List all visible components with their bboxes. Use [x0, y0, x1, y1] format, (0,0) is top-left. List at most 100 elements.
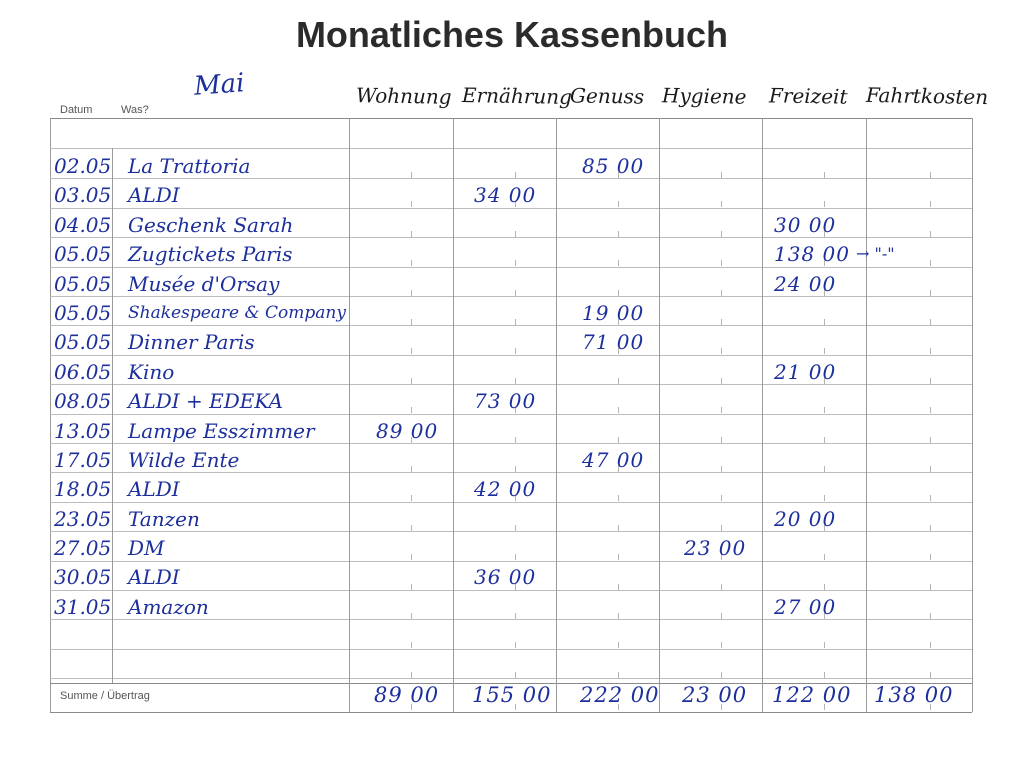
decimal-tick	[411, 704, 412, 710]
entry-amount: 36 00	[474, 565, 537, 590]
entry-date: 05.05	[54, 300, 112, 325]
table-row: 02.05 La Trattoria 85 00	[50, 152, 972, 181]
total-amount: 222 00	[580, 683, 660, 707]
decimal-tick	[411, 348, 412, 354]
decimal-tick	[515, 290, 516, 296]
decimal-tick	[515, 466, 516, 472]
decimal-tick	[824, 525, 825, 531]
decimal-tick	[930, 613, 931, 619]
entry-description: Amazon	[128, 594, 209, 619]
column-divider	[556, 118, 557, 712]
decimal-tick	[721, 201, 722, 207]
row-line	[50, 355, 972, 356]
entry-amount: 20 00	[774, 506, 837, 531]
decimal-tick	[618, 260, 619, 266]
table-row: 17.05 Wilde Ente 47 00	[50, 446, 972, 475]
decimal-tick	[515, 584, 516, 590]
decimal-tick	[721, 642, 722, 648]
column-divider	[349, 118, 350, 712]
entry-amount: 89 00	[376, 418, 439, 443]
decimal-tick	[618, 466, 619, 472]
table-top-border	[50, 118, 972, 119]
decimal-tick	[721, 407, 722, 413]
table-row: 05.05 Shakespeare & Company 19 00	[50, 299, 972, 328]
decimal-tick	[824, 231, 825, 237]
decimal-tick	[411, 172, 412, 178]
column-divider	[659, 118, 660, 712]
decimal-tick	[515, 231, 516, 237]
entry-date: 05.05	[54, 330, 112, 355]
decimal-tick	[411, 466, 412, 472]
decimal-tick	[411, 378, 412, 384]
table-row: 05.05 Zugtickets Paris 138 00 → "-"	[50, 240, 972, 269]
entry-amount: 27 00	[774, 594, 837, 619]
decimal-tick	[824, 704, 825, 710]
decimal-tick	[411, 642, 412, 648]
decimal-tick	[824, 201, 825, 207]
entry-amount: 19 00	[582, 300, 645, 325]
what-column-header: Was?	[121, 104, 149, 116]
decimal-tick	[515, 172, 516, 178]
entry-date: 06.05	[54, 359, 112, 384]
column-divider	[762, 118, 763, 712]
entry-description: Tanzen	[128, 506, 200, 531]
row-line	[50, 414, 972, 415]
decimal-tick	[824, 407, 825, 413]
decimal-tick	[411, 495, 412, 501]
decimal-tick	[411, 613, 412, 619]
decimal-tick	[618, 672, 619, 678]
entry-amount: 73 00	[474, 389, 537, 414]
entry-date: 03.05	[54, 183, 112, 208]
decimal-tick	[618, 525, 619, 531]
decimal-tick	[618, 495, 619, 501]
decimal-tick	[618, 584, 619, 590]
entry-amount: 21 00	[774, 359, 837, 384]
decimal-tick	[930, 407, 931, 413]
decimal-tick	[515, 672, 516, 678]
decimal-tick	[721, 260, 722, 266]
decimal-tick	[824, 495, 825, 501]
decimal-tick	[618, 231, 619, 237]
decimal-tick	[824, 466, 825, 472]
entry-amount: 42 00	[474, 477, 537, 502]
decimal-tick	[824, 378, 825, 384]
row-line	[50, 472, 972, 473]
decimal-tick	[930, 495, 931, 501]
date-column-header: Datum	[60, 104, 93, 116]
decimal-tick	[411, 437, 412, 443]
decimal-tick	[618, 201, 619, 207]
table-row: 27.05 DM 23 00	[50, 534, 972, 563]
decimal-tick	[515, 495, 516, 501]
row-line	[50, 237, 972, 238]
entry-amount: 34 00	[474, 183, 537, 208]
decimal-tick	[515, 437, 516, 443]
row-line	[50, 178, 972, 179]
decimal-tick	[721, 290, 722, 296]
entry-description: Kino	[128, 359, 175, 384]
decimal-tick	[515, 378, 516, 384]
decimal-tick	[930, 672, 931, 678]
decimal-tick	[824, 260, 825, 266]
entry-description: La Trattoria	[128, 154, 251, 178]
decimal-tick	[824, 437, 825, 443]
decimal-tick	[411, 260, 412, 266]
decimal-tick	[515, 525, 516, 531]
entry-description: Wilde Ente	[128, 447, 240, 472]
decimal-tick	[618, 704, 619, 710]
decimal-tick	[721, 495, 722, 501]
decimal-tick	[824, 319, 825, 325]
sum-transfer-label: Summe / Übertrag	[60, 690, 150, 702]
decimal-tick	[411, 201, 412, 207]
decimal-tick	[411, 672, 412, 678]
total-amount: 89 00	[374, 683, 440, 707]
entry-date: 17.05	[54, 447, 112, 472]
decimal-tick	[721, 378, 722, 384]
row-line	[50, 619, 972, 620]
decimal-tick	[721, 704, 722, 710]
column-divider	[453, 118, 454, 712]
total-amount: 155 00	[472, 683, 552, 707]
table-left-border	[50, 118, 51, 712]
row-line	[50, 502, 972, 503]
